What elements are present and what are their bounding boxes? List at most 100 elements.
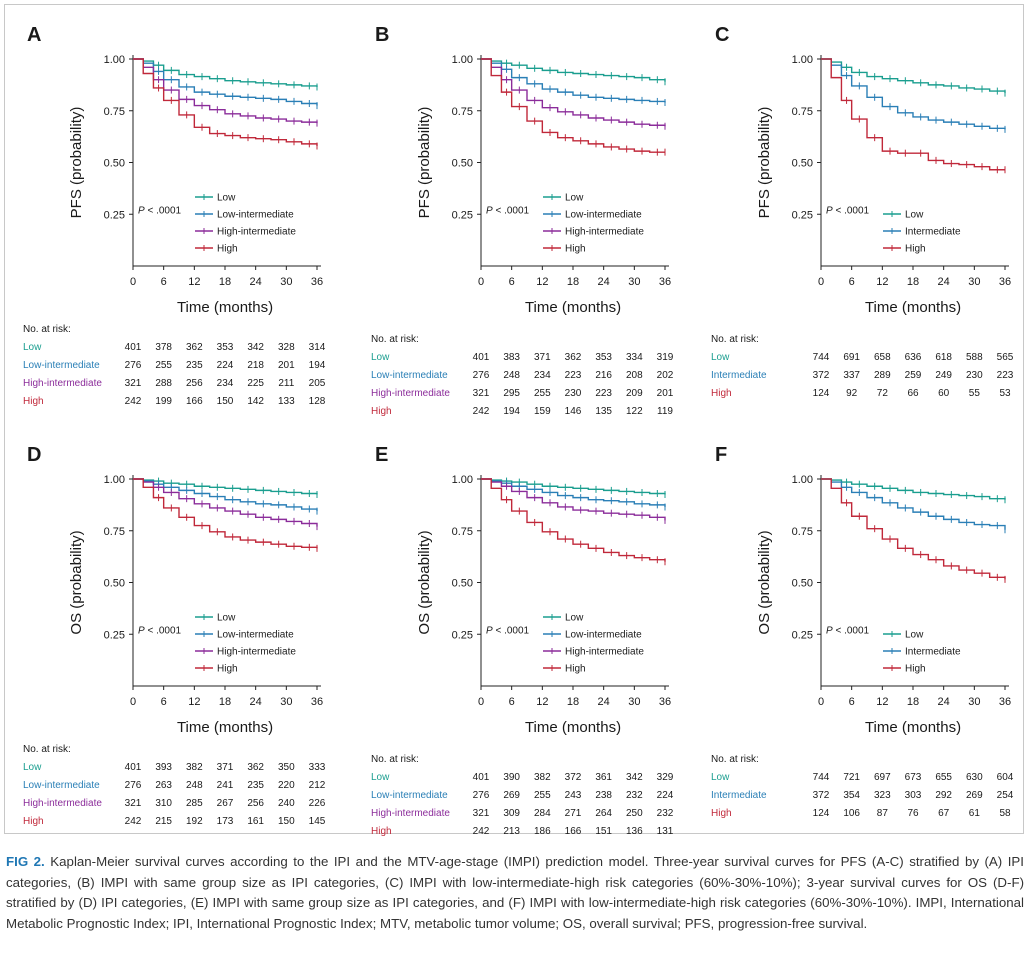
at-risk-value: 323 (873, 790, 891, 801)
at-risk-value: 150 (216, 396, 234, 407)
at-risk-value: 106 (843, 808, 860, 819)
panel-letter: D (27, 444, 41, 466)
legend-label-low: Low (905, 210, 924, 221)
at-risk-value: 321 (124, 378, 142, 389)
at-risk-label-high: High (371, 406, 392, 417)
x-tick-label: 0 (130, 276, 136, 288)
at-risk-value: 223 (595, 388, 612, 399)
legend-label-low-intermediate: Low-intermediate (565, 210, 642, 221)
x-tick-label: 0 (818, 276, 824, 288)
at-risk-table: No. at risk: Low 401 390 382 372 361 342 329 Low-… (371, 751, 701, 841)
at-risk-value: 691 (843, 352, 860, 363)
at-risk-value: 371 (216, 762, 234, 773)
y-tick-label: 0.75 (452, 106, 473, 118)
y-tick-label: 0.50 (104, 578, 125, 590)
at-risk-value: 232 (625, 790, 643, 801)
at-risk-value: 401 (124, 762, 142, 773)
at-risk-value: 383 (503, 352, 520, 363)
at-risk-row: Low 744 691 658 636 618 588 565 (711, 349, 1030, 367)
at-risk-label-low: Low (23, 762, 42, 773)
at-risk-value: 133 (277, 396, 295, 407)
panel-e: E 1.00 0.75 0.50 0.25 0 6 12 18 24 30 36 Time (month… (361, 433, 701, 843)
at-risk-label-low-intermediate: Low-intermediate (23, 780, 100, 791)
x-axis-title: Time (months) (525, 299, 621, 316)
at-risk-value: 249 (935, 370, 952, 381)
at-risk-row: Low-intermediate 276 255 235 224 218 201 194 (23, 357, 353, 375)
x-tick-label: 18 (907, 696, 919, 708)
at-risk-row: Low 401 383 371 362 353 334 319 (371, 349, 701, 367)
at-risk-value: 321 (472, 388, 490, 399)
x-tick-label: 0 (478, 276, 484, 288)
at-risk-value: 199 (155, 396, 172, 407)
at-risk-value: 254 (996, 790, 1014, 801)
at-risk-value: 393 (155, 762, 172, 773)
series-line-low-intermediate (481, 478, 666, 507)
at-risk-value: 202 (656, 370, 674, 381)
at-risk-value: 276 (124, 360, 142, 371)
at-risk-value: 242 (124, 396, 142, 407)
at-risk-value: 655 (935, 772, 952, 783)
at-risk-value: 328 (277, 342, 295, 353)
at-risk-value: 264 (595, 808, 612, 819)
at-risk-value: 263 (155, 780, 172, 791)
at-risk-label-low-intermediate: Low-intermediate (371, 370, 448, 381)
at-risk-value: 212 (308, 780, 326, 791)
legend-label-low-intermediate: Low-intermediate (217, 630, 294, 641)
x-tick-label: 36 (311, 696, 323, 708)
at-risk-row: High 242 199 166 150 142 133 128 (23, 393, 353, 411)
at-risk-value: 208 (625, 370, 643, 381)
y-tick-label: 1.00 (104, 54, 125, 66)
at-risk-value: 284 (533, 808, 551, 819)
at-risk-value: 55 (968, 388, 980, 399)
y-axis-title: PFS (probability) (68, 107, 85, 219)
at-risk-value: 269 (965, 790, 983, 801)
y-tick-label: 0.50 (792, 158, 813, 170)
y-tick-label: 0.25 (104, 209, 125, 221)
at-risk-value: 372 (564, 772, 582, 783)
series-line-low (481, 478, 666, 495)
x-tick-label: 12 (536, 276, 548, 288)
at-risk-value: 145 (308, 816, 326, 827)
series-line-low-intermediate (481, 58, 666, 103)
at-risk-label-high: High (23, 396, 44, 407)
y-axis-title: OS (probability) (756, 530, 773, 634)
at-risk-value: 372 (812, 790, 830, 801)
at-risk-value: 92 (846, 388, 858, 399)
series-line-low (821, 58, 1006, 94)
at-risk-value: 192 (185, 816, 203, 827)
at-risk-title: No. at risk: (711, 334, 759, 345)
y-tick-label: 0.25 (792, 629, 813, 641)
at-risk-value: 334 (625, 352, 643, 363)
at-risk-value: 216 (595, 370, 612, 381)
at-risk-label-high-intermediate: High-intermediate (23, 378, 102, 389)
at-risk-value: 135 (595, 406, 612, 417)
y-tick-label: 0.25 (792, 209, 813, 221)
at-risk-value: 250 (625, 808, 643, 819)
at-risk-value: 604 (996, 772, 1014, 783)
at-risk-value: 378 (155, 342, 172, 353)
at-risk-value: 630 (965, 772, 983, 783)
x-tick-label: 30 (628, 696, 640, 708)
legend-label-low: Low (217, 613, 236, 624)
x-tick-label: 0 (478, 696, 484, 708)
legend-label-high: High (565, 244, 586, 255)
at-risk-value: 401 (472, 352, 490, 363)
at-risk-value: 309 (503, 808, 520, 819)
y-tick-label: 0.50 (452, 578, 473, 590)
x-tick-label: 24 (250, 696, 262, 708)
x-tick-label: 18 (567, 696, 579, 708)
at-risk-value: 242 (124, 816, 142, 827)
at-risk-value: 159 (533, 406, 551, 417)
at-risk-value: 310 (155, 798, 172, 809)
at-risk-value: 161 (247, 816, 264, 827)
y-axis-title: OS (probability) (68, 530, 85, 634)
at-risk-value: 235 (185, 360, 203, 371)
chart-svg: F 1.00 0.75 0.50 0.25 0 6 12 18 24 30 36 Time (month… (715, 444, 1011, 736)
x-tick-label: 18 (567, 276, 579, 288)
legend-label-high-intermediate: High-intermediate (217, 227, 296, 238)
at-risk-value: 211 (278, 378, 295, 389)
at-risk-value: 342 (247, 342, 264, 353)
at-risk-row: Low 401 393 382 371 362 350 333 (23, 759, 353, 777)
series-line-intermediate (821, 58, 1006, 130)
at-risk-value: 72 (876, 388, 888, 399)
